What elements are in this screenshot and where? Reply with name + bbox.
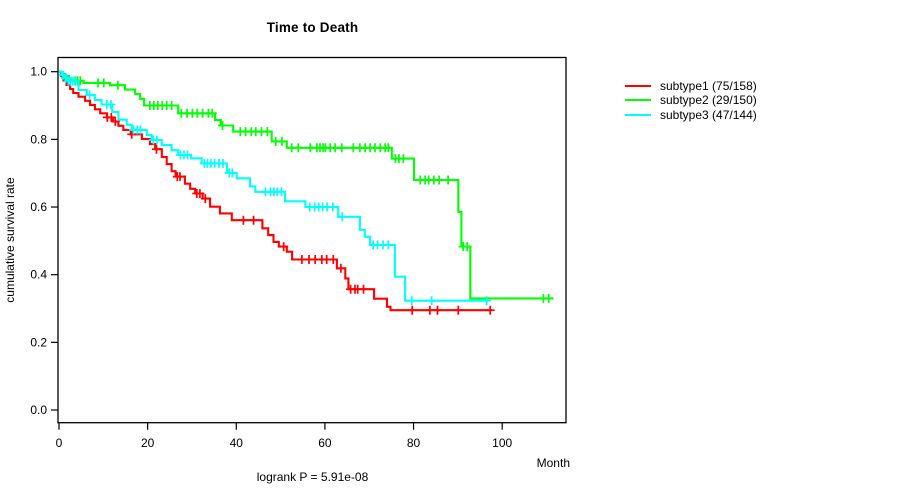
survival-curve-3 [59, 70, 488, 302]
x-tick-label: 60 [318, 436, 332, 450]
censor-mark [453, 305, 463, 315]
censor-mark [398, 154, 408, 164]
censor-mark [337, 143, 347, 153]
logrank-annotation: logrank P = 5.91e-08 [256, 470, 369, 484]
survival-curve-2 [59, 70, 554, 300]
x-tick-label: 80 [407, 436, 421, 450]
censor-mark [407, 296, 417, 306]
censor-mark [425, 305, 435, 315]
censor-mark [183, 150, 192, 160]
censor-mark [277, 136, 287, 146]
censor-mark [433, 305, 442, 315]
censor-mark [544, 293, 554, 303]
x-tick-label: 40 [230, 436, 244, 450]
censor-mark [336, 263, 346, 273]
legend-row-subtype3: subtype3 (47/144) [625, 108, 757, 122]
censor-mark [106, 100, 116, 109]
censor-mark [359, 284, 368, 294]
censor-mark [262, 127, 272, 137]
legend-label-subtype2: subtype2 (29/150) [660, 93, 757, 108]
censor-mark [113, 80, 123, 90]
censor-mark [152, 135, 162, 145]
legend-line-subtype1 [625, 85, 651, 88]
censor-mark [227, 168, 237, 178]
censor-mark [152, 144, 161, 154]
censor-mark [293, 143, 303, 153]
legend-row-subtype1: subtype1 (75/158) [625, 79, 757, 93]
censor-mark [218, 121, 227, 130]
censor-mark [70, 76, 80, 86]
censor-mark [462, 242, 472, 252]
censor-mark [136, 125, 145, 135]
legend-row-subtype2: subtype2 (29/150) [625, 93, 757, 107]
censor-mark [85, 90, 95, 100]
censor-mark [277, 187, 286, 197]
censor-mark [238, 215, 248, 225]
y-tick-label: 0.0 [30, 403, 47, 417]
legend-label-subtype3: subtype3 (47/144) [660, 107, 757, 122]
censor-mark [175, 172, 185, 182]
y-tick-label: 0.6 [30, 200, 47, 214]
legend-label-subtype1: subtype1 (75/158) [660, 79, 757, 94]
censor-mark [383, 240, 393, 250]
x-tick-label: 0 [56, 436, 63, 450]
censor-mark [106, 112, 116, 122]
censor-mark [279, 242, 289, 252]
censor-mark [443, 175, 453, 185]
censor-mark [249, 215, 259, 225]
censor-mark [485, 305, 495, 315]
censor-mark [427, 296, 437, 306]
x-tick-label: 20 [141, 436, 155, 450]
survival-curve-1 [59, 70, 492, 312]
legend-line-subtype2 [625, 99, 651, 102]
censor-mark [167, 101, 177, 110]
censor-mark [218, 158, 228, 168]
censor-mark [99, 78, 109, 88]
censor-mark [200, 194, 210, 204]
y-tick-label: 0.8 [30, 132, 47, 146]
censor-mark [383, 143, 393, 153]
censor-mark [328, 202, 338, 212]
censor-mark [407, 305, 417, 315]
censor-mark [434, 175, 444, 185]
y-tick-label: 1.0 [30, 65, 47, 79]
censor-mark [337, 212, 347, 222]
censor-mark [195, 189, 205, 198]
censor-mark [328, 255, 338, 264]
legend: subtype1 (75/158) subtype2 (29/150) subt… [625, 79, 757, 122]
x-axis-label: Month [536, 456, 570, 470]
censor-mark [110, 116, 120, 126]
plot-box [57, 56, 567, 424]
censor-mark [207, 108, 217, 118]
censor-mark [482, 296, 492, 306]
x-tick-label: 100 [492, 436, 512, 450]
y-tick-label: 0.2 [30, 335, 47, 349]
y-tick-label: 0.4 [30, 268, 47, 282]
legend-line-subtype3 [625, 113, 651, 116]
chart-title: Time to Death [266, 20, 359, 35]
censor-mark [127, 129, 137, 139]
